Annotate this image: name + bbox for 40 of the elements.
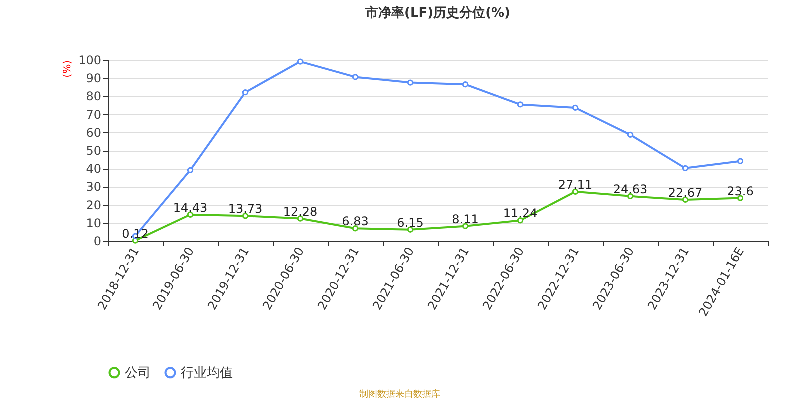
y-tick-label: 50: [86, 144, 102, 158]
data-label: 12.28: [283, 204, 318, 219]
point: [462, 82, 469, 88]
data-label: 27.11: [558, 178, 593, 192]
y-tick-label: 60: [86, 126, 102, 140]
chart-title: 市净率(LF)历史分位(%): [364, 5, 510, 21]
y-tick-label: 90: [86, 72, 102, 86]
point: [242, 89, 249, 96]
y-tick-label: 30: [86, 180, 102, 194]
point: [627, 132, 634, 138]
y-tick-label: 40: [86, 162, 102, 176]
point: [242, 213, 249, 220]
point: [572, 188, 579, 196]
point: [187, 167, 194, 174]
y-tick-label: 10: [86, 216, 102, 230]
point: [517, 102, 524, 108]
y-tick-label: 20: [86, 198, 102, 212]
data-label: 13.73: [228, 202, 263, 216]
data-label: 24.63: [613, 182, 648, 196]
point: [737, 158, 744, 164]
y-tick-label: 0: [94, 234, 102, 248]
y-tick-label: 70: [86, 108, 102, 122]
data-label: 6.83: [342, 214, 369, 229]
point: [297, 58, 304, 65]
point: [407, 80, 414, 86]
y-tick-label: 100: [78, 54, 102, 68]
legend-label: 行业均值: [181, 366, 233, 381]
point: [352, 226, 359, 232]
point: [352, 74, 359, 80]
data-label: 8.11: [452, 212, 479, 226]
data-label: 6.15: [397, 216, 424, 230]
text: 制图数据来自数据库: [360, 389, 440, 400]
data-label: 23.6: [727, 184, 754, 198]
data-label: 14.43: [173, 200, 208, 215]
y-axis-title: (%): [62, 60, 74, 78]
point: [682, 165, 689, 172]
y-tick-label: 80: [86, 90, 102, 104]
data-label: 22.67: [668, 186, 703, 200]
legend-label: 公司: [125, 366, 151, 381]
point: [572, 104, 579, 112]
